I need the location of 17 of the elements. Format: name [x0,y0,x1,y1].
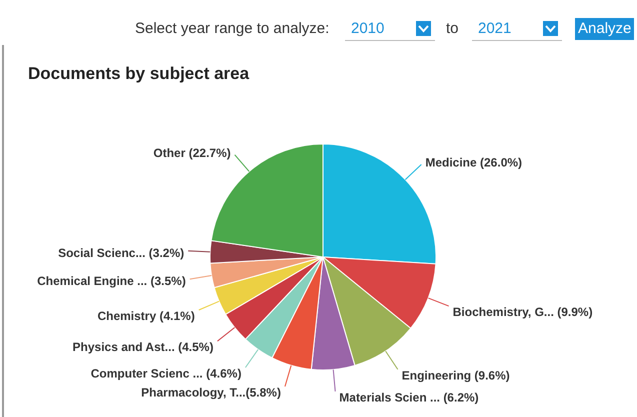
slice-label: Engineering (9.6%) [402,368,510,382]
slice-label: Other (22.7%) [153,146,231,160]
slice-label: Medicine (26.0%) [425,156,522,170]
dropdown-field: 2021 [472,18,562,41]
slice-label: Physics and Ast... (4.5%) [72,340,214,354]
analyze-button: Analyze [575,18,634,40]
text: to [446,20,459,37]
slice-label: Materials Scien ... (6.2%) [339,390,479,404]
slice-label: Computer Scienc ... (4.6%) [90,366,242,380]
slice-label: Chemistry (4.1%) [97,308,195,323]
text: Select year range to analyze: [135,20,330,37]
slice-label: Social Scienc... (3.2%) [58,246,184,260]
slice-label: Chemical Engine ... (3.5%) [37,274,186,288]
dropdown-field: 2010 [345,18,435,41]
slice-label: Biochemistry, G... (9.9%) [452,305,593,320]
slice-label: Pharmacology, T...(5.8%) [141,386,281,400]
chart-title: Documents by subject area [28,64,250,83]
